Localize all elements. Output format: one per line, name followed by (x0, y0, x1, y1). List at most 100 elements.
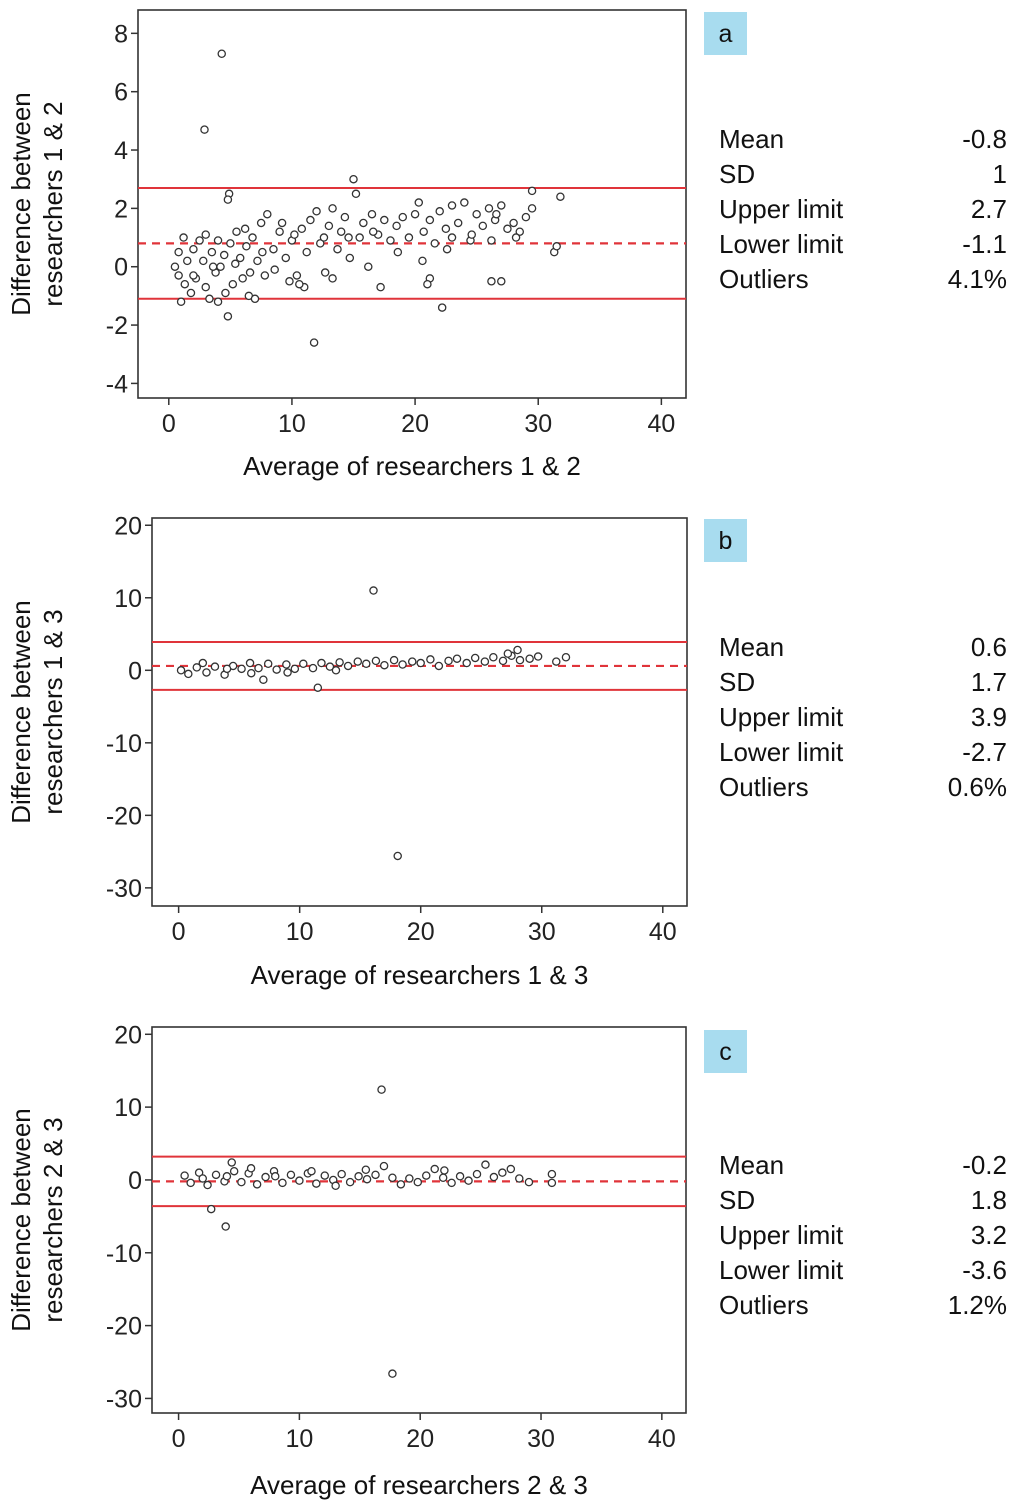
data-point (354, 1172, 363, 1181)
y-tick-label: -10 (106, 1240, 142, 1268)
stat-label: Mean (719, 124, 784, 154)
data-point (405, 1174, 414, 1183)
data-point (211, 1170, 221, 1180)
data-point (386, 236, 395, 245)
data-point (331, 1181, 340, 1191)
x-tick-label: 40 (649, 918, 677, 946)
y-tick-label: -2 (106, 312, 128, 340)
data-point (351, 189, 361, 199)
stat-value: 1.8 (971, 1185, 1007, 1215)
data-point (361, 659, 371, 669)
data-point (498, 1168, 507, 1177)
y-tick-label: 0 (128, 657, 142, 685)
stat-value: 1.2% (948, 1290, 1007, 1320)
data-point (320, 268, 330, 277)
data-point (410, 209, 420, 219)
stat-label: Upper limit (719, 1220, 844, 1250)
data-point (325, 662, 335, 671)
x-tick-label: 30 (528, 918, 556, 946)
data-point (272, 665, 281, 674)
data-point (176, 666, 186, 675)
data-point (419, 227, 428, 236)
x-tick-label: 40 (648, 1425, 676, 1453)
y-tick-label: -4 (106, 370, 128, 398)
stat-value: -1.1 (962, 229, 1007, 259)
data-point (525, 654, 534, 663)
data-point (521, 212, 531, 222)
data-point (533, 652, 543, 661)
data-point (418, 256, 427, 266)
y-tick-label: -20 (106, 802, 142, 830)
y-tick-label: -30 (106, 875, 142, 903)
stat-value: -0.8 (962, 124, 1007, 154)
data-point (202, 668, 211, 677)
data-point (503, 224, 512, 234)
data-point (290, 664, 300, 674)
data-point (388, 1173, 397, 1183)
data-point (404, 233, 414, 242)
x-tick-label: 20 (406, 1425, 434, 1453)
data-point (227, 1158, 236, 1167)
data-point (213, 297, 223, 306)
data-point (509, 218, 518, 228)
data-point (430, 239, 440, 248)
data-point (481, 1160, 490, 1169)
y-axis-label: researchers 1 & 3 (38, 609, 68, 814)
data-point (199, 256, 208, 266)
data-point (398, 212, 408, 222)
data-point (367, 209, 377, 219)
data-point (207, 247, 217, 257)
stat-label: Outliers (719, 772, 809, 802)
data-point (316, 239, 325, 248)
data-point (237, 1177, 246, 1187)
stat-label: Lower limit (719, 1255, 844, 1285)
data-point (201, 230, 210, 239)
data-point (478, 221, 488, 231)
panel-tag-box (704, 12, 747, 55)
data-point (263, 209, 272, 219)
data-point (277, 218, 287, 228)
data-point (261, 1172, 270, 1182)
data-point (345, 253, 355, 263)
data-point (170, 262, 180, 271)
data-point (206, 1204, 216, 1214)
data-point (221, 288, 230, 298)
data-point (180, 1171, 189, 1180)
stat-label: Lower limit (719, 229, 844, 259)
data-point (470, 653, 480, 663)
x-tick-label: 10 (278, 410, 306, 438)
x-tick-label: 30 (524, 410, 552, 438)
data-point (396, 1180, 406, 1189)
data-point (423, 279, 432, 289)
data-point (201, 282, 210, 292)
data-point (328, 204, 337, 213)
data-point (309, 338, 319, 347)
data-point (259, 675, 268, 684)
data-point (492, 209, 501, 219)
data-point (192, 663, 202, 672)
stat-value: 0.6 (971, 632, 1007, 662)
data-point (174, 271, 183, 280)
data-point (283, 668, 292, 677)
data-point (290, 230, 299, 239)
data-point (223, 312, 233, 321)
data-point (247, 668, 256, 678)
data-point (444, 656, 453, 666)
data-point (389, 655, 399, 665)
data-point (203, 1180, 212, 1190)
data-point (222, 664, 232, 674)
y-tick-label: 10 (114, 1094, 142, 1122)
y-tick-label: 20 (114, 1021, 142, 1049)
data-point (223, 195, 233, 204)
data-point (515, 655, 525, 665)
data-point (319, 233, 329, 242)
data-point (317, 658, 326, 668)
y-axis-label: Difference between (6, 1108, 36, 1332)
data-point (343, 661, 353, 671)
data-point (547, 1169, 557, 1179)
data-point (426, 655, 435, 664)
data-point (368, 227, 378, 236)
data-point (333, 244, 342, 254)
data-point (258, 247, 267, 257)
y-tick-label: -30 (106, 1385, 142, 1413)
